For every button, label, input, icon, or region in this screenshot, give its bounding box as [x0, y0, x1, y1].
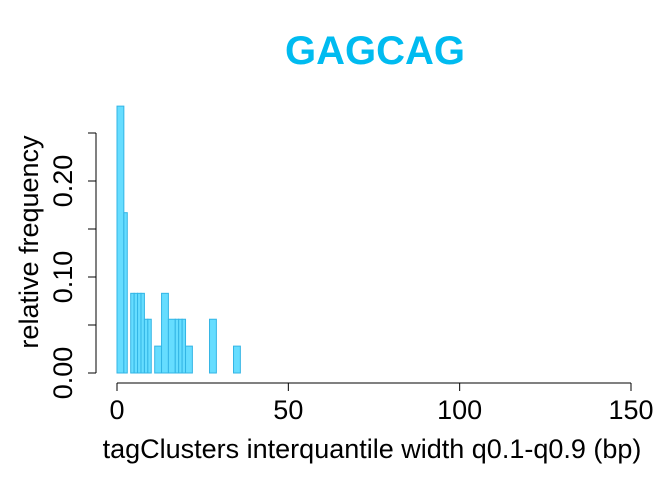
- chart-title: GAGCAG: [285, 29, 465, 73]
- histogram-bar-5: [137, 292, 142, 374]
- histogram-bar-0: [116, 105, 125, 374]
- histogram-bar-14: [181, 318, 187, 374]
- histogram-bar-8: [147, 318, 152, 374]
- histogram-bar-15: [185, 345, 193, 374]
- histogram-bar-19: [233, 345, 241, 374]
- x-tick-label-2: 100: [437, 395, 482, 425]
- y-axis-label: relative frequency: [14, 135, 44, 349]
- histogram-bar-6: [140, 292, 145, 374]
- y-axis: 0.00 0.10 0.20: [48, 132, 97, 400]
- bars-group: [116, 105, 241, 374]
- y-tick-label-0: 0.00: [48, 347, 78, 400]
- histogram-bar-3: [130, 292, 135, 374]
- histogram-bar-4: [133, 292, 139, 374]
- x-tick-label-0: 0: [109, 395, 124, 425]
- histogram-bar-10: [161, 292, 169, 374]
- histogram-bar-11: [167, 318, 176, 374]
- histogram-bar-12: [174, 318, 180, 374]
- histogram-bar-7: [143, 318, 149, 374]
- x-tick-label-3: 150: [608, 395, 653, 425]
- histogram-bar-13: [178, 318, 183, 374]
- histogram-bar-17: [209, 318, 217, 374]
- histogram-bar-1: [123, 212, 128, 374]
- x-tick-label-1: 50: [273, 395, 303, 425]
- histogram-bar-9: [154, 345, 163, 374]
- y-tick-label-1: 0.10: [48, 251, 78, 304]
- x-axis: 0 50 100 150: [109, 382, 654, 425]
- x-axis-label: tagClusters interquantile width q0.1-q0.…: [103, 434, 642, 464]
- y-tick-label-2: 0.20: [48, 155, 78, 208]
